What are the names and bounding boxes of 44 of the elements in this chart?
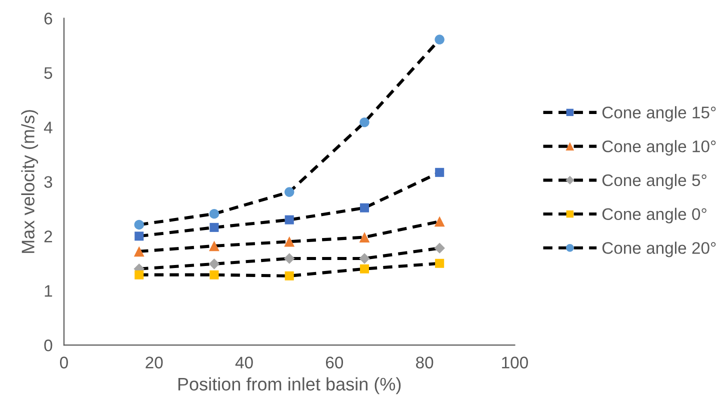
y-tick-label: 1 <box>44 285 52 297</box>
point <box>360 264 369 274</box>
y-tick-label: 3 <box>44 176 52 188</box>
point <box>209 240 220 252</box>
point <box>284 271 294 280</box>
point <box>134 246 144 257</box>
point <box>210 270 219 280</box>
point <box>360 117 370 128</box>
x-tick-label: 60 <box>326 356 344 368</box>
x-tick-label: 0 <box>60 356 68 368</box>
x-tick-label: 20 <box>146 356 163 368</box>
point <box>434 34 444 44</box>
y-axis-title: Max velocity (m/s) <box>21 110 38 253</box>
legend-label: Cone angle 10° <box>602 140 716 156</box>
point <box>284 253 295 264</box>
point <box>284 236 295 247</box>
y-tick-label: 4 <box>44 122 52 134</box>
y-tick-label: 5 <box>44 67 52 79</box>
x-axis-title: Position from inlet basin (%) <box>178 377 401 394</box>
point <box>210 222 219 232</box>
y-tick-label: 6 <box>44 12 52 24</box>
legend-label: Cone angle 15° <box>602 106 716 122</box>
point <box>208 258 220 270</box>
legend-label: Cone angle 0° <box>602 208 706 224</box>
y-tick-label: 2 <box>44 230 52 242</box>
point <box>359 232 370 242</box>
point <box>434 216 445 227</box>
point <box>134 232 144 241</box>
point <box>434 242 445 254</box>
point <box>284 187 294 197</box>
point <box>359 253 370 264</box>
point <box>134 220 144 230</box>
y-tick-label: 0 <box>44 340 52 352</box>
point <box>435 258 444 268</box>
legend-label: Cone angle 20° <box>602 242 716 258</box>
point <box>284 215 294 224</box>
x-tick-label: 40 <box>235 356 253 368</box>
legend-label: Cone angle 5° <box>602 174 706 190</box>
point <box>435 168 444 177</box>
x-tick-label: 100 <box>502 356 528 368</box>
point <box>209 208 220 219</box>
point <box>360 203 369 212</box>
x-tick-label: 80 <box>416 356 434 368</box>
point <box>134 270 144 280</box>
